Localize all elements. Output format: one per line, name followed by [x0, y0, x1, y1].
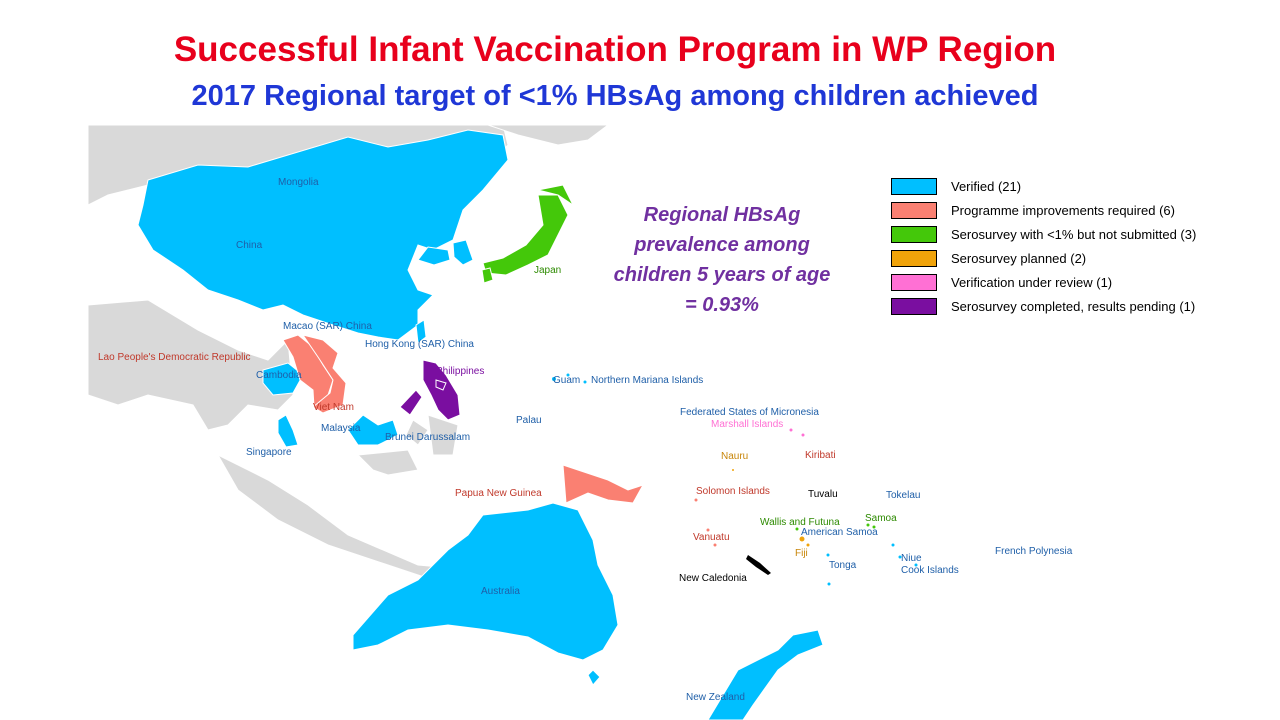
not-submitted-territories	[481, 184, 877, 532]
legend-label: Programme improvements required (6)	[951, 202, 1175, 218]
map-label: Samoa	[865, 513, 897, 524]
map-labels: Mongolia China Japan Macao (SAR) China H…	[98, 177, 1073, 703]
legend-label: Verified (21)	[951, 178, 1022, 194]
map-label: Northern Mariana Islands	[591, 375, 703, 386]
map-label: Brunei Darussalam	[385, 432, 470, 443]
map-label: Macao (SAR) China	[283, 321, 372, 332]
slide-title: Successful Infant Vaccination Program in…	[173, 30, 1057, 69]
map-label: Malaysia	[321, 423, 361, 434]
map-label: Niue	[901, 553, 922, 564]
map-label: Lao People's Democratic Republic	[98, 352, 251, 363]
map-label: Papua New Guinea	[455, 488, 542, 499]
map-label: Singapore	[246, 447, 292, 458]
legend-item-improvements: Programme improvements required (6)	[891, 198, 1196, 222]
region-map: Mongolia China Japan Macao (SAR) China H…	[88, 125, 1073, 720]
legend-item-verified: Verified (21)	[891, 174, 1196, 198]
legend-swatch	[891, 225, 937, 243]
map-label: Solomon Islands	[696, 486, 770, 497]
map-label: Kiribati	[805, 450, 836, 461]
map-label: Cook Islands	[901, 565, 959, 576]
map-label: Mongolia	[278, 177, 319, 188]
map-label: Nauru	[721, 451, 748, 462]
legend-item-pending: Serosurvey completed, results pending (1…	[891, 294, 1196, 318]
map-label: Philippines	[436, 366, 484, 377]
under-review-territories	[788, 427, 806, 438]
improvement-territories	[282, 334, 718, 548]
map-label: Palau	[516, 415, 542, 426]
map-label: Tonga	[829, 560, 857, 571]
map-label: Marshall Islands	[711, 419, 783, 430]
map-label: Tuvalu	[808, 489, 838, 500]
prevalence-note: Regional HBsAg prevalence among children…	[613, 204, 831, 316]
slide-subtitle: 2017 Regional target of <1% HBsAg among …	[191, 80, 1039, 112]
map-label: Tokelau	[886, 490, 920, 501]
map-label: Wallis and Futuna	[760, 517, 840, 528]
map-label: Hong Kong (SAR) China	[365, 339, 474, 350]
legend-swatch	[891, 201, 937, 219]
legend: Verified (21) Programme improvements req…	[891, 174, 1196, 318]
legend-swatch	[891, 249, 937, 267]
map-label: Australia	[481, 586, 520, 597]
legend-item-under-review: Verification under review (1)	[891, 270, 1196, 294]
verified-territories	[137, 129, 919, 720]
legend-item-planned: Serosurvey planned (2)	[891, 246, 1196, 270]
legend-swatch	[891, 177, 937, 195]
map-label: China	[236, 240, 263, 251]
pending-territories	[399, 359, 461, 421]
map-label: Vanuatu	[693, 532, 730, 543]
legend-swatch	[891, 297, 937, 315]
map-label: Federated States of Micronesia	[680, 407, 819, 418]
legend-label: Verification under review (1)	[951, 274, 1113, 290]
map-label: New Caledonia	[679, 573, 747, 584]
legend-swatch	[891, 273, 937, 291]
map-label: Cambodia	[256, 370, 302, 381]
unclassified-territories	[746, 555, 771, 575]
map-label: Japan	[534, 265, 561, 276]
map-label: Fiji	[795, 548, 808, 559]
legend-item-not-submitted: Serosurvey with <1% but not submitted (3…	[891, 222, 1196, 246]
planned-territories	[731, 468, 811, 548]
map-label: Guam	[553, 375, 580, 386]
map-label: New Zealand	[686, 692, 745, 703]
legend-label: Serosurvey with <1% but not submitted (3…	[951, 226, 1197, 242]
legend-label: Serosurvey completed, results pending (1…	[951, 298, 1196, 314]
map-label: Viet Nam	[313, 402, 354, 413]
map-label: French Polynesia	[995, 546, 1073, 557]
map-label: American Samoa	[801, 527, 878, 538]
legend-label: Serosurvey planned (2)	[951, 250, 1087, 266]
